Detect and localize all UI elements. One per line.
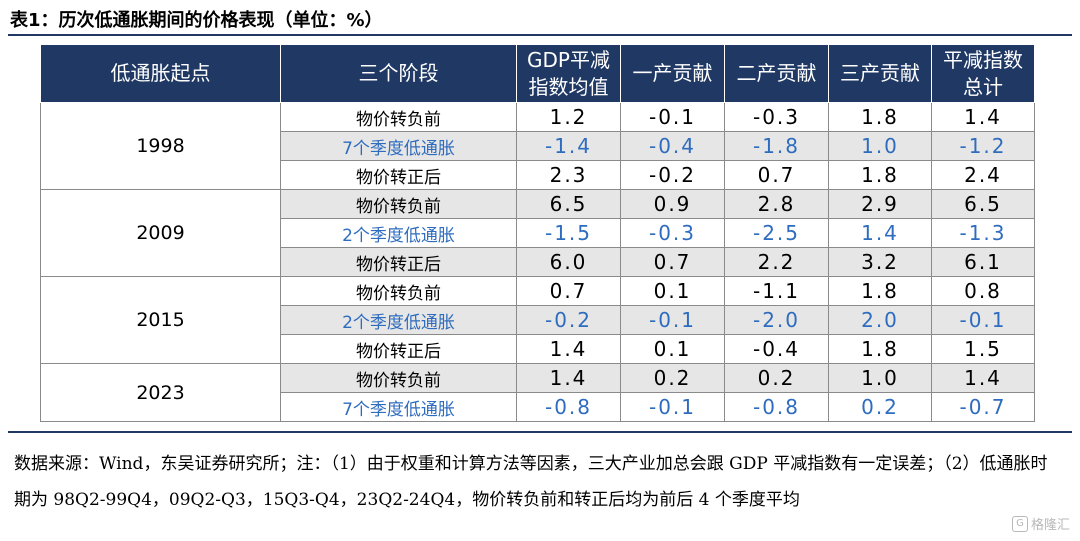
value-primary: -0.3 xyxy=(620,218,725,248)
header-tertiary: 三产贡献 xyxy=(828,44,932,103)
table-row: 7个季度低通胀 -1.4 -0.4 -1.8 1.0 -1.2 xyxy=(41,131,1035,161)
header-phase: 三个阶段 xyxy=(280,44,517,103)
value-secondary: -0.4 xyxy=(724,334,829,364)
value-secondary: -0.3 xyxy=(724,102,829,132)
value-primary: 0.9 xyxy=(620,189,725,219)
value-gdp: 1.4 xyxy=(516,334,621,364)
header-secondary: 二产贡献 xyxy=(724,44,829,103)
price-table: 低通胀起点 三个阶段 GDP平减指数均值 一产贡献 二产贡献 三产贡献 平减指数… xyxy=(40,44,1035,422)
phase-label: 物价转负前 xyxy=(280,276,517,306)
value-primary: -0.1 xyxy=(620,102,725,132)
value-tertiary: 1.0 xyxy=(828,363,932,393)
bottom-divider xyxy=(8,431,1072,433)
phase-label: 7个季度低通胀 xyxy=(280,131,517,161)
header-gdp-deflator: GDP平减指数均值 xyxy=(516,44,621,103)
value-gdp: -1.5 xyxy=(516,218,621,248)
value-secondary: -1.8 xyxy=(724,131,829,161)
value-gdp: 1.2 xyxy=(516,102,621,132)
table-row: 2015 物价转负前 0.7 0.1 -1.1 1.8 0.8 xyxy=(40,276,1035,364)
phase-label: 物价转正后 xyxy=(280,247,517,277)
table-row: 2023 物价转负前 1.4 0.2 0.2 1.0 1.4 xyxy=(40,363,1035,422)
value-secondary: -2.5 xyxy=(724,218,829,248)
watermark: G 格隆汇 xyxy=(1011,514,1070,533)
phase-label: 物价转负前 xyxy=(280,363,517,393)
value-primary: -0.1 xyxy=(620,305,725,335)
value-total: -0.7 xyxy=(931,392,1035,422)
value-primary: 0.1 xyxy=(620,276,725,306)
phase-label: 2个季度低通胀 xyxy=(280,305,517,335)
value-total: 1.4 xyxy=(931,363,1035,393)
table-row: 2009 物价转负前 6.5 0.9 2.8 2.9 6.5 xyxy=(40,189,1035,277)
watermark-text: 格隆汇 xyxy=(1030,518,1070,533)
value-gdp: 6.0 xyxy=(516,247,621,277)
value-secondary: -2.0 xyxy=(724,305,829,335)
value-tertiary: 1.4 xyxy=(828,218,932,248)
value-tertiary: 1.8 xyxy=(828,276,932,306)
phase-label: 物价转正后 xyxy=(280,334,517,364)
value-gdp: -0.8 xyxy=(516,392,621,422)
value-tertiary: 2.0 xyxy=(828,305,932,335)
value-primary: 0.1 xyxy=(620,334,725,364)
value-gdp: -1.4 xyxy=(516,131,621,161)
table-title: 表1：历次低通胀期间的价格表现（单位：%） xyxy=(10,10,383,31)
table-row: 物价转正后 1.4 0.1 -0.4 1.8 1.5 xyxy=(41,334,1035,364)
start-year: 1998 xyxy=(40,102,281,190)
value-tertiary: 1.8 xyxy=(828,102,932,132)
phase-label: 物价转负前 xyxy=(280,102,517,132)
phase-label: 7个季度低通胀 xyxy=(280,392,517,422)
value-gdp: 1.4 xyxy=(516,363,621,393)
value-secondary: 2.8 xyxy=(724,189,829,219)
value-gdp: 2.3 xyxy=(516,160,621,190)
value-total: -0.1 xyxy=(931,305,1035,335)
value-primary: -0.4 xyxy=(620,131,725,161)
value-secondary: -0.8 xyxy=(724,392,829,422)
header-total: 平减指数总计 xyxy=(931,44,1035,103)
value-tertiary: 1.8 xyxy=(828,160,932,190)
start-year: 2009 xyxy=(40,189,281,277)
value-total: 1.4 xyxy=(931,102,1035,132)
value-tertiary: 3.2 xyxy=(828,247,932,277)
table-row: 1998 物价转负前 1.2 -0.1 -0.3 1.8 1.4 xyxy=(40,102,1035,190)
value-total: 1.5 xyxy=(931,334,1035,364)
value-total: 2.4 xyxy=(931,160,1035,190)
value-total: 6.1 xyxy=(931,247,1035,277)
table-row: 2个季度低通胀 -1.5 -0.3 -2.5 1.4 -1.3 xyxy=(41,218,1035,248)
phase-label: 物价转负前 xyxy=(280,189,517,219)
value-secondary: 2.2 xyxy=(724,247,829,277)
table-row: 7个季度低通胀 -0.8 -0.1 -0.8 0.2 -0.7 xyxy=(41,392,1035,422)
value-primary: 0.7 xyxy=(620,247,725,277)
table-row: 物价转正后 2.3 -0.2 0.7 1.8 2.4 xyxy=(41,160,1035,190)
value-gdp: -0.2 xyxy=(516,305,621,335)
value-secondary: 0.2 xyxy=(724,363,829,393)
phase-label: 物价转正后 xyxy=(280,160,517,190)
value-secondary: 0.7 xyxy=(724,160,829,190)
header-primary: 一产贡献 xyxy=(620,44,725,103)
header-start: 低通胀起点 xyxy=(40,44,281,103)
value-total: 6.5 xyxy=(931,189,1035,219)
value-primary: 0.2 xyxy=(620,363,725,393)
value-tertiary: 2.9 xyxy=(828,189,932,219)
title-divider xyxy=(8,34,1072,36)
value-total: 0.8 xyxy=(931,276,1035,306)
start-year: 2023 xyxy=(40,363,281,422)
value-gdp: 6.5 xyxy=(516,189,621,219)
value-gdp: 0.7 xyxy=(516,276,621,306)
value-total: -1.3 xyxy=(931,218,1035,248)
value-primary: -0.2 xyxy=(620,160,725,190)
value-tertiary: 1.8 xyxy=(828,334,932,364)
value-tertiary: 0.2 xyxy=(828,392,932,422)
value-primary: -0.1 xyxy=(620,392,725,422)
watermark-logo-icon: G xyxy=(1011,515,1028,532)
value-tertiary: 1.0 xyxy=(828,131,932,161)
value-secondary: -1.1 xyxy=(724,276,829,306)
value-total: -1.2 xyxy=(931,131,1035,161)
start-year: 2015 xyxy=(40,276,281,364)
source-note: 数据来源：Wind，东吴证券研究所；注：（1）由于权重和计算方法等因素，三大产业… xyxy=(14,454,1048,510)
phase-label: 2个季度低通胀 xyxy=(280,218,517,248)
